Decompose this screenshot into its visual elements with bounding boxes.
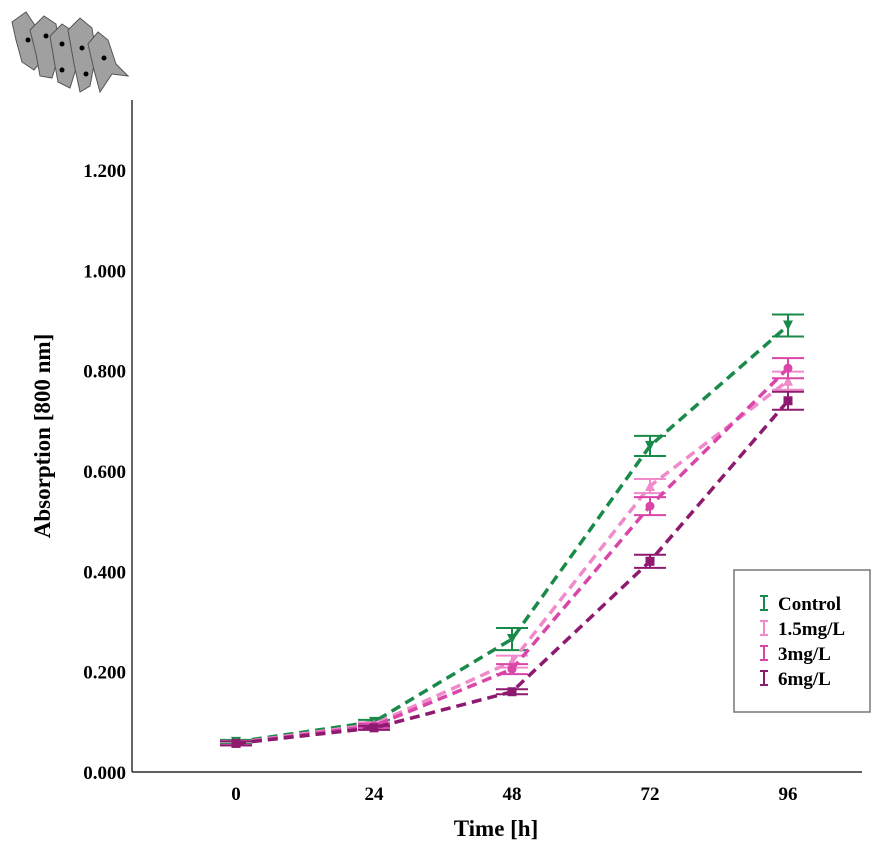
- legend-label: 6mg/L: [778, 669, 831, 690]
- data-point-marker: [369, 723, 379, 733]
- legend-entry: 3mg/L: [760, 644, 831, 665]
- data-point-marker: [783, 396, 793, 406]
- y-axis-title: Absorption [800 nm]: [30, 334, 55, 538]
- x-tick-labels: 0 24 48 72 96: [231, 784, 797, 805]
- x-axis-title: Time [h]: [454, 816, 539, 841]
- y-tick-labels: 0.000 0.200 0.400 0.600 0.800 1.000 1.200: [83, 161, 126, 784]
- y-tick-label: 0.000: [83, 763, 126, 784]
- series-group: [220, 390, 804, 748]
- cell-cluster-icon: [11, 11, 130, 94]
- data-point-marker: [645, 556, 655, 566]
- legend-entry: Control: [760, 594, 841, 615]
- data-point-marker: [783, 375, 793, 386]
- y-tick-label: 0.400: [83, 562, 126, 583]
- legend: Control 1.5mg/L 3mg/L 6mg/L: [733, 569, 871, 713]
- x-tick-label: 0: [231, 784, 241, 805]
- legend-entry: 1.5mg/L: [760, 619, 845, 640]
- legend-label: Control: [778, 594, 841, 615]
- x-tick-label: 24: [365, 784, 385, 805]
- data-point-marker: [645, 440, 655, 451]
- data-point-marker: [231, 738, 241, 748]
- legend-label: 3mg/L: [778, 644, 831, 665]
- cell-nucleus: [101, 55, 107, 61]
- x-tick-label: 48: [503, 784, 522, 805]
- data-point-marker: [645, 501, 655, 511]
- cell-nucleus: [59, 41, 65, 47]
- cell-shape: [67, 17, 97, 93]
- y-tick-label: 1.000: [83, 261, 126, 282]
- series-line: [235, 324, 790, 744]
- legend-entry: 6mg/L: [760, 669, 831, 690]
- y-tick-label: 0.600: [83, 462, 126, 483]
- y-tick-label: 1.200: [83, 161, 126, 182]
- y-tick-label: 0.800: [83, 362, 126, 383]
- cell-nucleus: [59, 67, 65, 73]
- data-point-marker: [783, 320, 793, 331]
- cell-nucleus: [43, 33, 49, 39]
- data-point-marker: [783, 363, 793, 373]
- plot-series: [220, 313, 804, 748]
- series-group: [220, 313, 804, 747]
- data-point-marker: [645, 481, 655, 492]
- data-point-marker: [507, 687, 517, 697]
- cell-nucleus: [83, 71, 89, 77]
- x-tick-label: 96: [779, 784, 798, 805]
- data-point-marker: [507, 664, 517, 674]
- legend-label: 1.5mg/L: [778, 619, 845, 640]
- data-point-marker: [507, 634, 517, 645]
- cell-shape: [87, 31, 130, 94]
- cell-nucleus: [25, 37, 31, 43]
- x-tick-label: 72: [641, 784, 660, 805]
- cell-nucleus: [79, 45, 85, 51]
- series-line: [235, 366, 790, 746]
- legend-box: [733, 569, 871, 713]
- y-tick-label: 0.200: [83, 663, 126, 684]
